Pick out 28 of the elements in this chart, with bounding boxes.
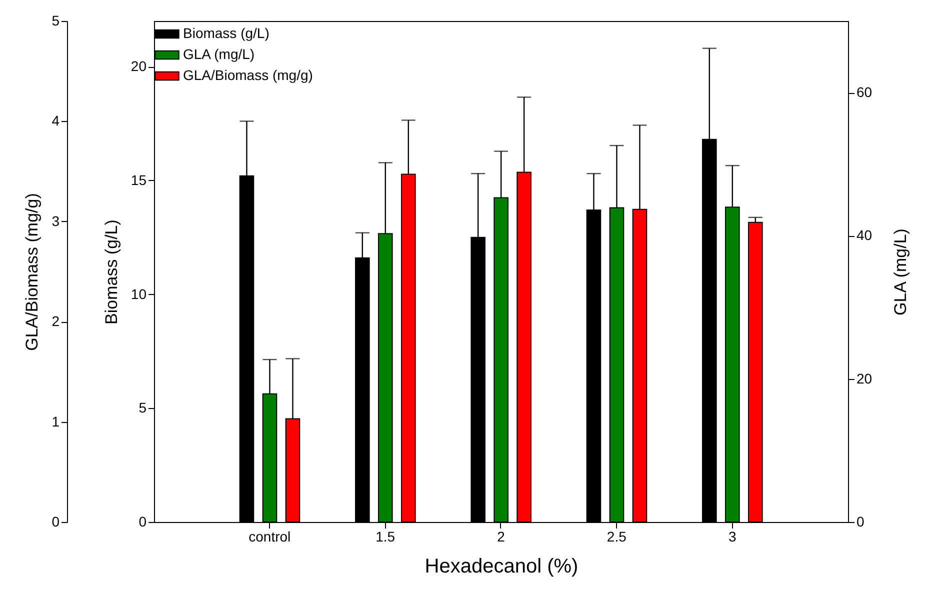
y-tick-label: 15 — [130, 172, 147, 188]
y-tick-label: 10 — [130, 286, 147, 302]
x-axis-title: Hexadecanol (%) — [424, 556, 578, 578]
legend-label: GLA/Biomass (mg/g) — [183, 67, 313, 83]
y2-tick-label: 20 — [856, 370, 872, 386]
y3-tick-label: 2 — [52, 313, 60, 330]
y2-tick-label: 60 — [856, 84, 872, 100]
legend-label: GLA (mg/L) — [183, 46, 255, 62]
y3-tick-label: 5 — [52, 12, 60, 28]
bar — [748, 222, 763, 522]
y3-tick-label: 0 — [52, 514, 60, 530]
y3-tick-label: 3 — [52, 212, 60, 229]
y2-tick-label: 40 — [856, 227, 872, 244]
x-tick-label: control — [248, 528, 291, 544]
legend-label: Biomass (g/L) — [183, 25, 270, 41]
y-tick-label: 0 — [138, 514, 147, 530]
x-tick-label: 3 — [728, 528, 736, 544]
y3-tick-label: 1 — [52, 413, 60, 430]
y3-axis-title: GLA/Biomass (mg/g) — [22, 193, 42, 351]
y-tick-label: 20 — [130, 58, 147, 74]
x-tick-label: 2 — [497, 528, 506, 544]
x-tick-label: 1.5 — [376, 528, 396, 544]
y2-tick-label: 0 — [856, 514, 864, 530]
y-tick-label: 5 — [138, 400, 147, 416]
y-axis-title: Biomass (g/L) — [102, 220, 121, 324]
x-tick-label: 2.5 — [606, 528, 627, 544]
y2-axis-title: GLA (mg/L) — [891, 228, 910, 316]
y3-tick-label: 4 — [52, 112, 60, 129]
